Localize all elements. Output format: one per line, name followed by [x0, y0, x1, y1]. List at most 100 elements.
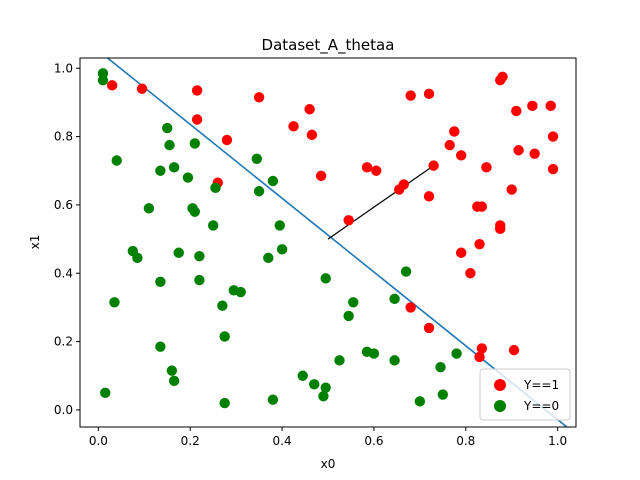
point-y0: [348, 297, 359, 308]
point-y0: [143, 203, 155, 214]
point-y0: [217, 300, 228, 311]
point-y1: [449, 126, 460, 137]
point-y0: [155, 276, 166, 287]
point-y0: [389, 293, 400, 305]
point-y0: [155, 341, 166, 352]
x-tick-label: 0.6: [364, 434, 383, 448]
chart-title: Dataset_A_thetaa: [262, 36, 395, 55]
legend: Y==1 Y==0: [479, 368, 571, 421]
point-y1: [405, 302, 416, 313]
point-y0: [132, 252, 143, 264]
point-y1: [465, 268, 476, 279]
point-y0: [309, 379, 320, 390]
point-y1: [136, 83, 148, 94]
point-y0: [389, 355, 400, 366]
y-axis-label: x1: [28, 235, 42, 250]
y-tick-label: 0.8: [54, 130, 73, 144]
point-y1: [288, 121, 299, 132]
point-y0: [368, 348, 380, 359]
point-y1: [506, 184, 517, 195]
point-y1: [474, 351, 485, 363]
point-y0: [435, 362, 446, 373]
x-tick-label: 0.2: [181, 434, 200, 448]
point-y1: [455, 247, 467, 258]
point-y1: [191, 114, 203, 125]
point-y1: [306, 129, 318, 141]
point-y1: [398, 179, 409, 190]
legend-label-y0: Y==0: [523, 399, 559, 413]
point-y1: [497, 71, 508, 82]
point-y0: [263, 252, 274, 264]
point-y0: [182, 172, 194, 183]
point-y0: [451, 348, 462, 359]
point-y0: [97, 75, 109, 86]
plot-area: [80, 58, 576, 427]
point-y0: [219, 331, 230, 342]
point-y0: [164, 139, 175, 151]
point-y0: [210, 182, 221, 194]
point-y1: [253, 92, 265, 103]
point-y0: [235, 286, 246, 298]
point-y0: [343, 310, 354, 322]
point-y1: [191, 85, 203, 96]
x-tick-label: 0.4: [273, 434, 292, 448]
x-tick-label: 0.8: [456, 434, 475, 448]
point-y1: [423, 322, 435, 334]
point-y1: [481, 162, 492, 173]
point-y1: [476, 343, 488, 354]
point-y0: [267, 175, 279, 187]
y-axis-ticks: 0.0 0.2 0.4 0.6 0.8 1.0: [54, 61, 80, 417]
point-y1: [495, 220, 506, 231]
legend-marker-y1: [494, 379, 506, 391]
point-y1: [529, 148, 540, 159]
point-y0: [189, 206, 201, 217]
points-layer: [97, 68, 559, 409]
point-y1: [545, 100, 556, 112]
point-y0: [276, 244, 288, 255]
point-y0: [318, 391, 329, 402]
point-y1: [508, 344, 520, 356]
point-y1: [221, 134, 233, 146]
point-y0: [320, 273, 331, 284]
point-y1: [455, 150, 467, 161]
point-y0: [251, 153, 263, 164]
point-y1: [304, 104, 315, 115]
point-y0: [155, 165, 166, 176]
point-y0: [109, 297, 120, 308]
point-y0: [334, 355, 345, 366]
point-y1: [343, 215, 354, 226]
point-y0: [320, 382, 331, 393]
point-y1: [315, 170, 327, 182]
point-y0: [168, 162, 180, 173]
point-y1: [423, 88, 435, 100]
point-y0: [267, 394, 279, 405]
point-y1: [371, 165, 382, 176]
y-tick-label: 0.6: [54, 198, 73, 212]
point-y0: [194, 274, 205, 286]
legend-label-y1: Y==1: [523, 378, 559, 392]
lines-layer: [107, 58, 568, 427]
point-y1: [474, 239, 485, 250]
point-y1: [361, 162, 373, 173]
decision-boundary-line: [107, 58, 568, 427]
y-tick-label: 0.0: [54, 403, 73, 417]
point-y0: [274, 220, 285, 231]
point-y1: [547, 131, 559, 142]
point-y0: [253, 186, 265, 197]
point-y0: [111, 155, 122, 166]
point-y0: [297, 370, 308, 381]
point-y0: [100, 387, 111, 399]
point-y0: [219, 397, 230, 409]
y-tick-label: 0.2: [54, 335, 73, 349]
plot-frame: [79, 57, 577, 428]
point-y0: [189, 138, 201, 149]
x-axis-label: x0: [321, 457, 336, 471]
point-y0: [437, 389, 449, 400]
point-y1: [476, 201, 488, 212]
point-y1: [444, 139, 455, 151]
point-y0: [207, 220, 219, 231]
point-y0: [166, 365, 178, 376]
point-y0: [162, 122, 173, 134]
point-y1: [405, 90, 416, 101]
